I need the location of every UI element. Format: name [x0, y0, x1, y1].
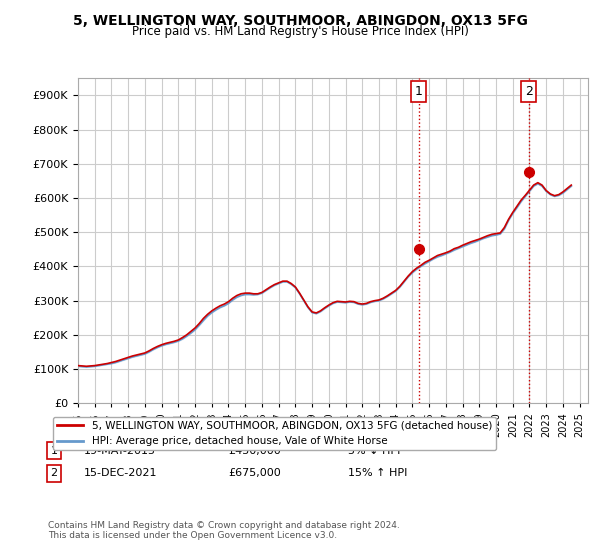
Text: Price paid vs. HM Land Registry's House Price Index (HPI): Price paid vs. HM Land Registry's House …	[131, 25, 469, 38]
Text: 5% ↓ HPI: 5% ↓ HPI	[348, 446, 400, 456]
Text: 15% ↑ HPI: 15% ↑ HPI	[348, 468, 407, 478]
Text: £675,000: £675,000	[228, 468, 281, 478]
Text: 5, WELLINGTON WAY, SOUTHMOOR, ABINGDON, OX13 5FG: 5, WELLINGTON WAY, SOUTHMOOR, ABINGDON, …	[73, 14, 527, 28]
Text: 15-DEC-2021: 15-DEC-2021	[84, 468, 157, 478]
Text: 19-MAY-2015: 19-MAY-2015	[84, 446, 156, 456]
Text: £450,000: £450,000	[228, 446, 281, 456]
Text: 1: 1	[50, 446, 58, 456]
Text: 2: 2	[50, 468, 58, 478]
Text: 1: 1	[415, 85, 423, 98]
Text: 2: 2	[525, 85, 533, 98]
Text: Contains HM Land Registry data © Crown copyright and database right 2024.
This d: Contains HM Land Registry data © Crown c…	[48, 521, 400, 540]
Legend: 5, WELLINGTON WAY, SOUTHMOOR, ABINGDON, OX13 5FG (detached house), HPI: Average : 5, WELLINGTON WAY, SOUTHMOOR, ABINGDON, …	[53, 417, 496, 450]
